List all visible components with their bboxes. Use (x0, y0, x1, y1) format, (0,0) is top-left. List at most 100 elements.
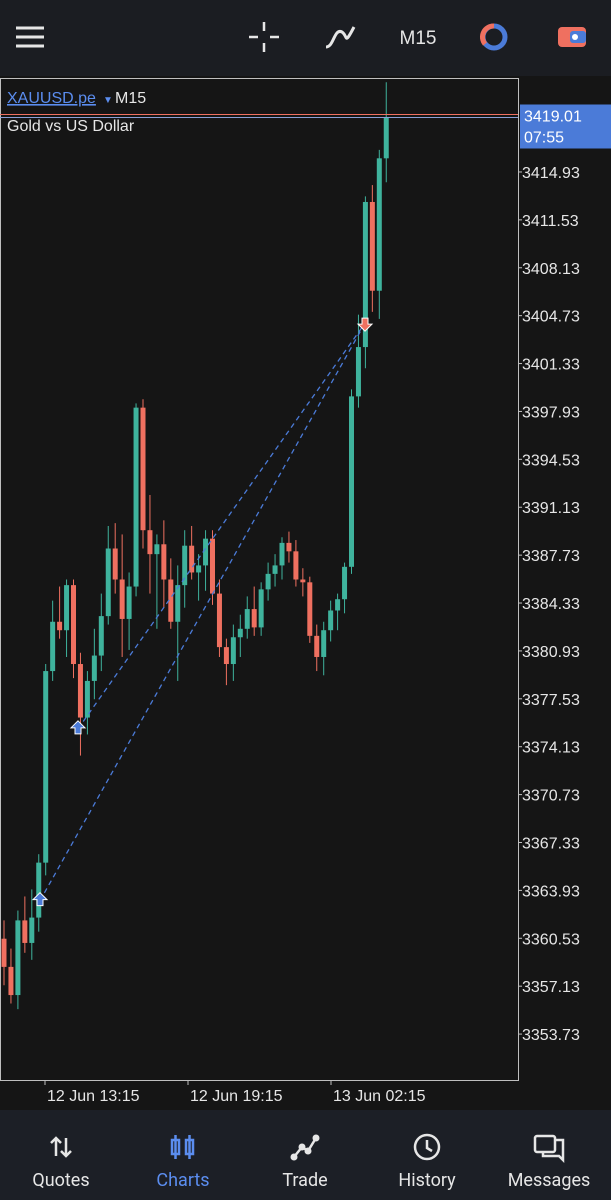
candle-body (168, 579, 174, 622)
candle-body (98, 616, 104, 656)
candle-body (210, 538, 215, 594)
x-tick-label: 12 Jun 19:15 (190, 1088, 283, 1105)
chart-frame (0, 78, 519, 1081)
candle-body (133, 407, 139, 587)
candle-body (84, 680, 90, 718)
toolbar-icons: M15 (16, 22, 586, 52)
sell-arrow (356, 317, 374, 332)
candle-body (314, 635, 320, 657)
nav-label: Trade (282, 1170, 328, 1191)
y-tick-label: 3370.73 (522, 788, 580, 805)
buy-arrow (69, 720, 87, 735)
y-tick-label: 3360.53 (522, 931, 580, 948)
nav-label: Charts (156, 1170, 210, 1191)
candle-body (265, 573, 271, 590)
nav-icon (413, 1133, 441, 1161)
symbol[interactable]: XAUUSD.pe (7, 90, 96, 107)
candle-body (105, 548, 111, 617)
indicators-button[interactable] (325, 26, 356, 49)
nav-tab[interactable]: Charts (122, 1110, 244, 1200)
candle-body (112, 548, 118, 580)
y-tick-label: 3357.13 (522, 979, 580, 996)
y-tick-label: 3394.53 (522, 452, 580, 469)
nav-icon (290, 1134, 320, 1161)
candle-body (258, 589, 264, 628)
candle-body (203, 538, 209, 566)
bid-time: 07:55 (524, 129, 564, 146)
candle-body (43, 671, 49, 863)
y-tick-label: 3397.93 (522, 404, 580, 421)
nav-tab[interactable]: History (366, 1110, 488, 1200)
candle-body (293, 551, 299, 580)
menu-button[interactable] (16, 26, 44, 48)
candle-body (286, 542, 292, 552)
nav-tab[interactable]: Trade (244, 1110, 366, 1200)
candle-body (196, 565, 202, 573)
candle-body (91, 655, 97, 681)
chart: XAUUSD.pe ▼ M15 Gold vs US Dollar 3414.9… (0, 78, 611, 1105)
candle-body (342, 566, 348, 600)
nav-tab[interactable]: Messages (488, 1110, 610, 1200)
y-tick-label: 3384.33 (522, 596, 580, 613)
candle-body (321, 630, 327, 657)
y-tick-label: 3367.33 (522, 835, 580, 852)
candle-body (369, 201, 375, 291)
y-tick-label: 3353.73 (522, 1027, 580, 1044)
candle-body (36, 862, 42, 918)
y-tick-label: 3391.13 (522, 500, 580, 517)
candle-body (161, 544, 167, 580)
trade-line (77, 322, 366, 730)
nav-icon (170, 1135, 195, 1159)
y-tick-label: 3411.53 (522, 213, 579, 230)
candle-body (71, 585, 76, 665)
candle-body (57, 621, 63, 631)
nav-label: History (398, 1170, 456, 1191)
candle-body (77, 664, 83, 718)
y-tick-label: 3374.13 (522, 740, 580, 757)
candle-body (230, 637, 236, 665)
candle-body (29, 917, 35, 943)
trade-button[interactable] (479, 23, 508, 51)
candle-body (300, 579, 306, 583)
toolbar: M15 (0, 0, 611, 76)
nav-label: Messages (507, 1170, 591, 1191)
candle-body (383, 117, 389, 159)
symbol-timeframe: M15 (115, 90, 146, 107)
timeframe-button[interactable]: M15 (400, 28, 437, 49)
y-tick-label: 3363.93 (522, 883, 580, 900)
y-tick-label: 3401.33 (522, 357, 580, 374)
candle-body (349, 396, 354, 567)
candle-body (335, 599, 341, 611)
candle-body (244, 609, 250, 629)
candle-body (175, 585, 181, 622)
candle-body (50, 621, 56, 672)
account-button[interactable] (558, 27, 586, 47)
symbol-dropdown[interactable]: ▼ (103, 95, 113, 106)
nav-tab[interactable]: Quotes (0, 1110, 122, 1200)
candle-body (251, 609, 257, 628)
nav-label: Quotes (32, 1170, 90, 1191)
x-tick-label: 13 Jun 02:15 (333, 1088, 426, 1105)
candle-body (279, 542, 285, 566)
candle-body (147, 530, 153, 555)
buy-arrow (31, 891, 49, 907)
y-tick-label: 3387.73 (522, 548, 580, 565)
crosshair-button[interactable] (249, 22, 279, 52)
bottom-nav: Quotes Charts Trade History Messages (0, 1110, 611, 1200)
nav-icon (533, 1134, 565, 1164)
candle-body (154, 544, 160, 555)
trade-line (39, 322, 366, 901)
symbol-description: Gold vs US Dollar (7, 118, 135, 135)
bid-badge (520, 104, 611, 149)
candle-body (307, 582, 313, 636)
candle-body (22, 920, 28, 943)
y-tick-label: 3414.93 (522, 165, 580, 182)
y-tick-label: 3408.13 (522, 261, 580, 278)
y-tick-label: 3380.93 (522, 644, 580, 661)
candle-body (1, 938, 7, 967)
candle-body (8, 966, 14, 996)
y-tick-label: 3377.53 (522, 692, 580, 709)
bid-price: 3419.01 (524, 108, 582, 125)
candle-body (355, 347, 361, 397)
